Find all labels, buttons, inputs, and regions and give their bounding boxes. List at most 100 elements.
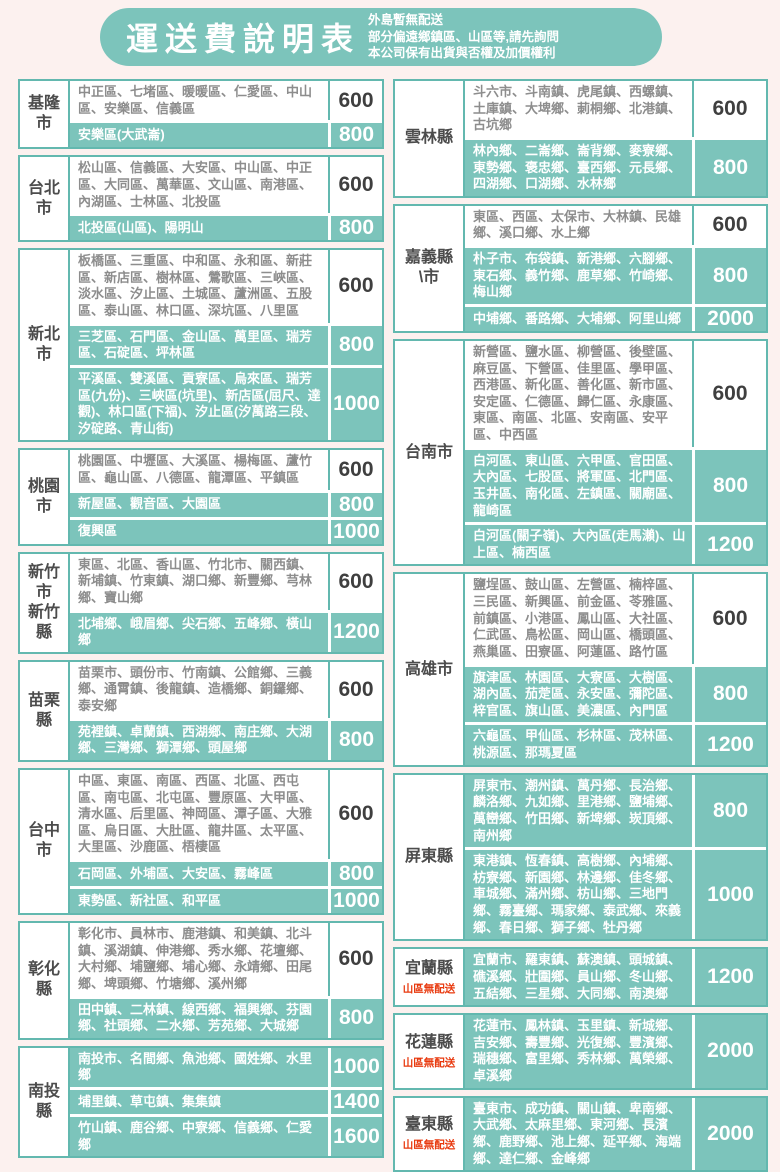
- fee-table-right: 雲林縣 斗六市、斗南鎮、虎尾鎮、西螺鎮、土庫鎮、大埤鄉、莿桐鄉、北港鎮、古坑鄉 60…: [393, 79, 768, 1172]
- fee-rows: 中正區、七堵區、暖暖區、仁愛區、中山區、安樂區、信義區 600 安樂區(大武崙) 80…: [70, 81, 382, 148]
- fee-rows: 東區、西區、太保市、大林鎮、民雄鄉、溪口鄉、水上鄉 600 朴子市、布袋鎮、新港鄉、…: [465, 205, 766, 331]
- fee-value: 800: [328, 862, 382, 886]
- region-list: 屏東市、潮州鎮、萬丹鄉、長治鄉、麟洛鄉、九如鄉、里港鄉、鹽埔鄉、萬巒鄉、竹田鄉、…: [473, 777, 682, 843]
- county-cell: 新竹市 新竹縣: [20, 553, 70, 652]
- fee-rows: 板橋區、三重區、中和區、永和區、新莊區、新店區、樹林區、鶯歌區、三峽區、淡水區、…: [70, 250, 382, 441]
- fee-value: 800: [692, 139, 766, 196]
- county-name: 高雄市: [404, 660, 453, 678]
- fee-row: 屏東市、潮州鎮、萬丹鄉、長治鄉、麟洛鄉、九如鄉、里港鄉、鹽埔鄉、萬巒鄉、竹田鄉、…: [465, 774, 766, 848]
- region-list: 松山區、信義區、大安區、中山區、中正區、大同區、萬華區、文山區、南港區、內湖區、…: [78, 160, 313, 209]
- fee-value: 600: [328, 450, 382, 490]
- region-list: 新營區、鹽水區、柳營區、後壁區、麻豆區、下營區、佳里區、學甲區、西港區、新化區、…: [473, 343, 682, 442]
- fee-row: 新屋區、觀音區、大園區 800: [70, 489, 382, 517]
- county-cell: 南投縣: [20, 1047, 70, 1157]
- county-cell: 彰化縣: [20, 923, 70, 1038]
- county-block: 苗栗縣 苗栗市、頭份市、竹南鎮、公館鄉、三義鄉、通霄鎮、後龍鎮、造橋鄉、銅鑼鄉、泰…: [18, 659, 384, 762]
- county-block: 新竹市 新竹縣 東區、北區、香山區、竹北市、關西鎮、新埔鎮、竹東鎮、湖口鄉、新豐鄉…: [18, 551, 384, 654]
- county-block: 台北市 松山區、信義區、大安區、中山區、中正區、大同區、萬華區、文山區、南港區、內…: [18, 155, 384, 243]
- region-list: 旗津區、林園區、大寮區、大樹區、湖內區、茄萣區、永安區、彌陀區、梓官區、旗山區、…: [473, 669, 682, 718]
- county-cell: 宜蘭縣 山區無配送: [395, 949, 465, 1006]
- fee-rows: 東區、北區、香山區、竹北市、關西鎮、新埔鎮、竹東鎮、湖口鄉、新豐鄉、芎林鄉、寶山…: [70, 553, 382, 652]
- fee-row: 宜蘭市、羅東鎮、蘇澳鎮、頭城鎮、礁溪鄉、壯圍鄉、員山鄉、冬山鄉、五結鄉、三星鄉、…: [465, 949, 766, 1006]
- county-cell: 高雄市: [395, 574, 465, 765]
- region-list: 苗栗市、頭份市、竹南鎮、公館鄉、三義鄉、通霄鎮、後龍鎮、造橋鄉、銅鑼鄉、泰安鄉: [78, 664, 313, 713]
- fee-value: 600: [692, 574, 766, 664]
- county-block: 屏東縣 屏東市、潮州鎮、萬丹鄉、長治鄉、麟洛鄉、九如鄉、里港鄉、鹽埔鄉、萬巒鄉、竹…: [393, 772, 768, 942]
- county-cell: 新北市: [20, 250, 70, 441]
- county-name: 新北市: [27, 326, 60, 364]
- county-name: 桃園市: [27, 478, 60, 515]
- fee-value: 800: [692, 449, 766, 523]
- region-list: 板橋區、三重區、中和區、永和區、新莊區、新店區、樹林區、鶯歌區、三峽區、淡水區、…: [78, 253, 313, 318]
- fee-row: 朴子市、布袋鎮、新港鄉、六腳鄉、東石鄉、義竹鄉、鹿草鄉、竹崎鄉、梅山鄉 800: [465, 245, 766, 304]
- county-block: 新北市 板橋區、三重區、中和區、永和區、新莊區、新店區、樹林區、鶯歌區、三峽區、淡…: [18, 248, 384, 443]
- county-block: 雲林縣 斗六市、斗南鎮、虎尾鎮、西螺鎮、土庫鎮、大埤鄉、莿桐鄉、北港鎮、古坑鄉 60…: [393, 79, 768, 198]
- county-note: 山區無配送: [402, 1139, 456, 1152]
- region-list: 埔里鎮、草屯鎮、集集鎮: [78, 1093, 222, 1109]
- fee-row: 復興區 1000: [70, 516, 382, 544]
- fee-value: 1200: [692, 949, 766, 1006]
- fee-row: 中區、東區、南區、西區、北區、西屯區、南屯區、北屯區、豐原區、大甲區、清水區、后…: [70, 769, 382, 859]
- fee-row: 北投區(山區)、陽明山 800: [70, 213, 382, 241]
- fee-value: 1000: [328, 519, 382, 544]
- county-name: 彰化縣: [27, 961, 60, 999]
- region-list: 苑裡鎮、卓蘭鎮、西湖鄉、南庄鄉、大湖鄉、三灣鄉、獅潭鄉、頭屋鄉: [78, 723, 313, 756]
- header-note-line: 本公司保有出貨與否權及加價權利: [368, 46, 556, 61]
- county-block: 嘉義縣\市 東區、西區、太保市、大林鎮、民雄鄉、溪口鄉、水上鄉 600 朴子市、布袋鎮…: [393, 203, 768, 333]
- region-list: 臺東市、成功鎮、關山鎮、卑南鄉、大武鄉、太麻里鄉、東河鄉、長濱鄉、鹿野鄉、池上鄉…: [473, 1100, 682, 1166]
- fee-value: 1000: [328, 1047, 382, 1087]
- fee-row: 斗六市、斗南鎮、虎尾鎮、西螺鎮、土庫鎮、大埤鄉、莿桐鄉、北港鎮、古坑鄉 600: [465, 81, 766, 137]
- county-block: 宜蘭縣 山區無配送 宜蘭市、羅東鎮、蘇澳鎮、頭城鎮、礁溪鄉、壯圍鄉、員山鄉、冬山鄉、…: [393, 947, 768, 1008]
- county-cell: 台中市: [20, 769, 70, 913]
- fee-row: 三芝區、石門區、金山區、萬里區、瑞芳區、石碇區、坪林區 800: [70, 322, 382, 365]
- county-block: 桃園市 桃園區、中壢區、大溪區、楊梅區、蘆竹區、龜山區、八德區、龍潭區、平鎮區 60…: [18, 448, 384, 546]
- shipping-fee-header: 運送費說明表 外島暫無配送 部分偏遠鄉鎮區、山區等,請先詢問 本公司保有出貨與否…: [100, 8, 662, 66]
- county-cell: 台南市: [395, 340, 465, 565]
- county-cell: 花蓮縣 山區無配送: [395, 1015, 465, 1088]
- fee-rows: 鹽埕區、鼓山區、左營區、楠梓區、三民區、新興區、前金區、苓雅區、前鎮區、小港區、…: [465, 574, 766, 765]
- county-name: 臺東縣: [404, 1116, 453, 1134]
- region-list: 東區、北區、香山區、竹北市、關西鎮、新埔鎮、竹東鎮、湖口鄉、新豐鄉、芎林鄉、寶山…: [78, 556, 313, 605]
- fee-row: 苑裡鎮、卓蘭鎮、西湖鄉、南庄鄉、大湖鄉、三灣鄉、獅潭鄉、頭屋鄉 800: [70, 717, 382, 760]
- fee-value: 600: [328, 661, 382, 718]
- county-cell: 嘉義縣\市: [395, 205, 465, 331]
- fee-row: 苗栗市、頭份市、竹南鎮、公館鄉、三義鄉、通霄鎮、後龍鎮、造橋鄉、銅鑼鄉、泰安鄉 6…: [70, 661, 382, 718]
- fee-value: 800: [692, 774, 766, 848]
- county-name: 嘉義縣\市: [404, 249, 453, 287]
- county-block: 基隆市 中正區、七堵區、暖暖區、仁愛區、中山區、安樂區、信義區 600 安樂區(大武崙…: [18, 79, 384, 150]
- region-list: 中埔鄉、番路鄉、大埔鄉、阿里山鄉: [473, 310, 682, 326]
- fee-value: 600: [328, 769, 382, 859]
- region-list: 宜蘭市、羅東鎮、蘇澳鎮、頭城鎮、礁溪鄉、壯圍鄉、員山鄉、冬山鄉、五結鄉、三星鄉、…: [473, 952, 682, 1001]
- fee-rows: 花蓮市、鳳林鎮、玉里鎮、新城鄉、吉安鄉、壽豐鄉、光復鄉、豐濱鄉、瑞穗鄉、富里鄉、…: [465, 1015, 766, 1088]
- header-note-line: 部分偏遠鄉鎮區、山區等,請先詢問: [368, 29, 559, 44]
- fee-value: 2000: [692, 306, 766, 331]
- fee-value: 600: [328, 553, 382, 610]
- fee-value: 2000: [692, 1015, 766, 1088]
- fee-value: 1000: [328, 367, 382, 441]
- fee-rows: 松山區、信義區、大安區、中山區、中正區、大同區、萬華區、文山區、南港區、內湖區、…: [70, 157, 382, 241]
- fee-value: 800: [328, 998, 382, 1038]
- page-title: 運送費說明表: [126, 21, 361, 57]
- fee-value: 800: [328, 325, 382, 365]
- county-cell: 基隆市: [20, 81, 70, 148]
- fee-value: 800: [328, 720, 382, 760]
- region-list: 平溪區、雙溪區、貢寮區、烏來區、瑞芳區(九份)、三峽區(坑里)、新店區(屈尺、達…: [78, 370, 321, 436]
- fee-rows: 中區、東區、南區、西區、北區、西屯區、南屯區、北屯區、豐原區、大甲區、清水區、后…: [70, 769, 382, 913]
- county-name: 雲林縣: [404, 129, 453, 147]
- region-list: 新屋區、觀音區、大園區: [78, 496, 222, 512]
- region-list: 田中鎮、二林鎮、線西鄉、福興鄉、芬園鄉、社頭鄉、二水鄉、芳苑鄉、大城鄉: [78, 1001, 313, 1034]
- fee-value: 600: [328, 923, 382, 996]
- shipping-fee-tables: 基隆市 中正區、七堵區、暖暖區、仁愛區、中山區、安樂區、信義區 600 安樂區(大武崙…: [0, 79, 780, 1172]
- fee-row: 松山區、信義區、大安區、中山區、中正區、大同區、萬華區、文山區、南港區、內湖區、…: [70, 157, 382, 214]
- fee-value: 1200: [692, 525, 766, 565]
- region-list: 朴子市、布袋鎮、新港鄉、六腳鄉、東石鄉、義竹鄉、鹿草鄉、竹崎鄉、梅山鄉: [473, 251, 682, 300]
- county-cell: 桃園市: [20, 450, 70, 544]
- header-note-line: 外島暫無配送: [368, 12, 444, 27]
- county-cell: 苗栗縣: [20, 661, 70, 760]
- region-list: 安樂區(大武崙): [78, 126, 165, 142]
- fee-value: 800: [692, 666, 766, 723]
- county-block: 台南市 新營區、鹽水區、柳營區、後壁區、麻豆區、下營區、佳里區、學甲區、西港區、新…: [393, 338, 768, 567]
- county-block: 花蓮縣 山區無配送 花蓮市、鳳林鎮、玉里鎮、新城鄉、吉安鄉、壽豐鄉、光復鄉、豐濱鄉、…: [393, 1013, 768, 1090]
- fee-row: 板橋區、三重區、中和區、永和區、新莊區、新店區、樹林區、鶯歌區、三峽區、淡水區、…: [70, 250, 382, 323]
- fee-row: 六龜區、甲仙區、杉林區、茂林區、桃源區、那瑪夏區 1200: [465, 722, 766, 765]
